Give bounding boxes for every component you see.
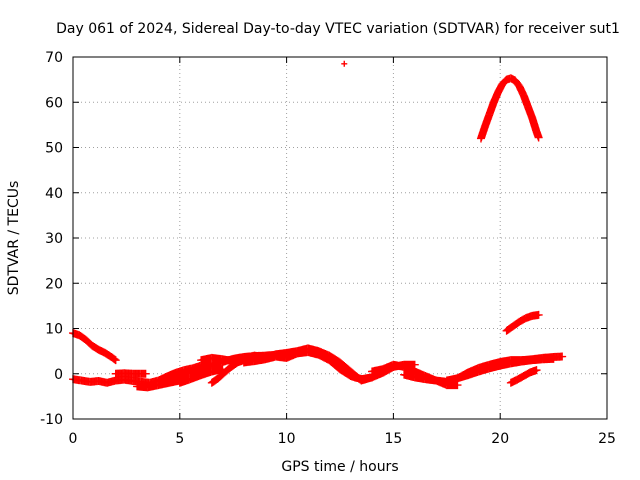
y-tick-label: 30 bbox=[45, 231, 63, 247]
y-tick-label: 10 bbox=[45, 322, 63, 338]
series-arc-early-flat bbox=[111, 369, 150, 378]
y-tick-label: 20 bbox=[45, 276, 63, 292]
data-points bbox=[207, 365, 227, 376]
data-points bbox=[526, 366, 541, 377]
y-tick-label: 40 bbox=[45, 186, 63, 202]
y-tick-label: 70 bbox=[45, 50, 63, 66]
data-points bbox=[528, 310, 543, 320]
series-arc-late-low bbox=[506, 366, 541, 387]
chart-title: Day 061 of 2024, Sidereal Day-to-day VTE… bbox=[56, 21, 620, 37]
data-points bbox=[511, 76, 523, 90]
data-points bbox=[214, 369, 228, 383]
data-points bbox=[107, 353, 120, 365]
x-tick-label: 0 bbox=[69, 431, 78, 447]
series-outlier bbox=[341, 60, 348, 67]
x-tick-label: 10 bbox=[278, 431, 296, 447]
data-points bbox=[519, 369, 533, 381]
data-points bbox=[207, 375, 222, 387]
y-tick-label: 0 bbox=[54, 367, 63, 383]
data-point bbox=[341, 60, 348, 67]
data-points bbox=[515, 314, 529, 326]
marks-layer bbox=[69, 60, 567, 392]
x-tick-label: 25 bbox=[598, 431, 616, 447]
grid-layer bbox=[73, 57, 607, 419]
x-tick-label: 15 bbox=[384, 431, 402, 447]
series-arc-mid-b bbox=[239, 348, 366, 384]
y-tick-label: -10 bbox=[40, 412, 63, 428]
series-arc-rise-b bbox=[175, 365, 227, 387]
data-points bbox=[220, 363, 234, 377]
x-tick-label: 5 bbox=[175, 431, 184, 447]
y-tick-label: 50 bbox=[45, 141, 63, 157]
data-points bbox=[336, 365, 354, 380]
y-tick-label: 60 bbox=[45, 95, 63, 111]
data-points bbox=[502, 322, 516, 335]
ticks-layer: 0 5 10 15 20 25 -10 0 10 20 30 40 50 60 70 bbox=[40, 50, 616, 447]
data-points bbox=[513, 372, 527, 384]
data-points bbox=[532, 127, 543, 142]
series-arc-late-peak bbox=[476, 74, 543, 143]
data-points bbox=[549, 352, 567, 362]
data-points bbox=[81, 335, 96, 349]
series-arc-late-b bbox=[442, 352, 567, 385]
data-points bbox=[336, 358, 354, 375]
data-points bbox=[75, 331, 89, 344]
data-points bbox=[509, 318, 523, 331]
data-points bbox=[325, 356, 343, 373]
x-tick-label: 20 bbox=[491, 431, 509, 447]
series-arc-early-high bbox=[69, 329, 120, 365]
series-arc-late-mid bbox=[502, 310, 543, 335]
data-points bbox=[137, 369, 150, 378]
x-axis-label: GPS time / hours bbox=[281, 459, 398, 475]
data-points bbox=[325, 351, 343, 366]
y-axis-label: SDTVAR / TECUs bbox=[6, 181, 22, 296]
data-points bbox=[528, 114, 541, 135]
data-points bbox=[498, 76, 510, 89]
